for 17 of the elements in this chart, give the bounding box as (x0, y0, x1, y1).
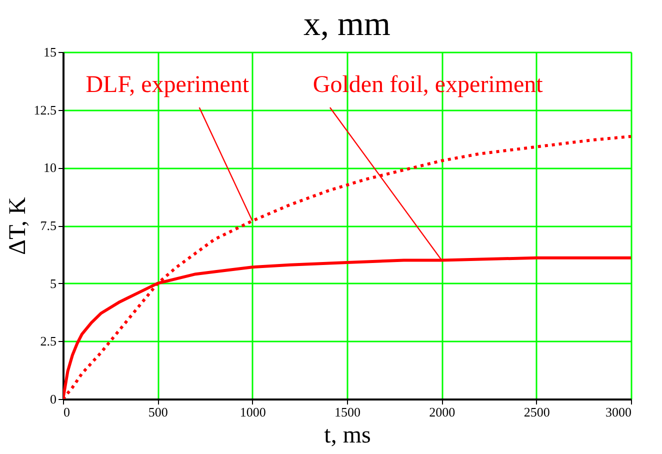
y-tick-label: 2.5 (40, 334, 56, 349)
y-tick-label: 5 (50, 276, 56, 291)
x-axis-title: t, ms (324, 422, 371, 448)
x-tick-label: 500 (148, 404, 168, 420)
y-tick-label: 10 (44, 160, 56, 176)
x-tick-label: 1500 (334, 404, 360, 420)
x-tick-label: 0 (64, 404, 70, 420)
x-tick-label: 2000 (429, 404, 456, 420)
y-tick-label: 7.5 (40, 218, 56, 233)
chart-title: x, mm (304, 6, 390, 43)
y-tick-label: 0 (50, 392, 56, 406)
x-tick-label: 3000 (606, 404, 632, 420)
y-tick-label: 12.5 (34, 102, 56, 118)
y-tick-label: 15 (44, 44, 56, 60)
y-axis-title: ΔT, K (4, 196, 31, 255)
x-tick-label: 2500 (524, 404, 550, 420)
x-tick-label: 1000 (240, 404, 266, 420)
